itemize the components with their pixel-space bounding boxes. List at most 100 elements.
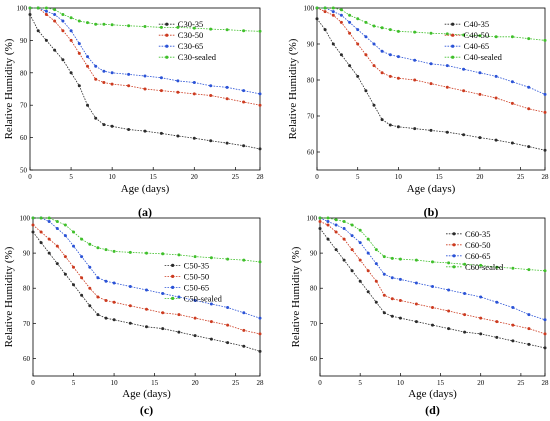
data-point (55, 262, 59, 266)
data-point (479, 263, 483, 267)
data-point (177, 330, 181, 334)
data-point (495, 335, 499, 339)
x-tick-label: 15 (150, 173, 158, 181)
data-point (348, 31, 352, 35)
data-point (366, 251, 370, 255)
data-point (88, 286, 92, 290)
x-tick-label: 0 (315, 173, 319, 181)
data-point (331, 10, 335, 14)
data-point (414, 281, 418, 285)
series-line (319, 217, 546, 321)
data-point (334, 248, 338, 252)
series-line (30, 7, 261, 95)
data-point (193, 334, 197, 338)
data-point (510, 35, 514, 39)
data-point (192, 81, 196, 84)
data-point (86, 55, 89, 59)
plot-frame (32, 217, 261, 377)
data-point (318, 220, 322, 223)
data-point (104, 248, 108, 252)
data-point (209, 94, 213, 97)
y-tick-label: 90 (310, 250, 318, 258)
data-point (225, 28, 229, 32)
data-point (177, 313, 181, 317)
data-point (331, 42, 335, 46)
x-tick-label: 28 (542, 173, 550, 181)
data-point (55, 220, 59, 223)
data-point (358, 241, 362, 245)
data-point (209, 337, 213, 341)
data-point (176, 25, 180, 29)
data-point (431, 260, 434, 264)
data-point (326, 216, 330, 220)
series-line (29, 14, 261, 150)
y-tick-label: 70 (307, 113, 315, 121)
data-point (326, 220, 330, 223)
data-point (47, 216, 51, 220)
data-point (128, 304, 132, 308)
data-point (104, 316, 108, 320)
data-point (495, 320, 499, 324)
data-point (413, 127, 417, 131)
data-point (39, 241, 43, 245)
data-point (342, 237, 346, 241)
data-point (462, 67, 466, 71)
y-tick-label: 90 (23, 250, 31, 258)
data-point (372, 103, 376, 107)
data-point (94, 22, 98, 26)
data-point (80, 255, 84, 259)
legend-label: C40-35 (464, 19, 490, 29)
x-tick-label: 5 (69, 173, 73, 181)
data-point (543, 92, 547, 96)
data-point (380, 49, 384, 53)
data-point (242, 89, 246, 93)
data-point (143, 129, 147, 133)
data-point (479, 316, 483, 320)
legend-label: C30-65 (178, 41, 204, 51)
series-line (33, 217, 261, 263)
data-point (86, 64, 89, 68)
data-point (145, 288, 148, 292)
y-axis-label: Relative Humidity (%) (3, 246, 15, 347)
data-point (390, 256, 394, 260)
data-point (226, 341, 230, 345)
x-tick-label: 28 (257, 173, 265, 181)
data-point (226, 257, 230, 261)
data-point (161, 311, 165, 315)
data-point (104, 299, 108, 302)
data-point (96, 246, 100, 250)
y-tick-label: 90 (20, 37, 28, 45)
data-point (159, 89, 163, 93)
y-tick-label: 80 (307, 77, 315, 85)
data-point (429, 128, 433, 132)
data-point (478, 34, 482, 38)
y-tick-label: 70 (23, 320, 31, 328)
data-point (374, 300, 378, 304)
data-point (318, 216, 322, 220)
data-point (326, 223, 330, 227)
panel-c: 0 5 10 15 20 25 28 60 70 80 90 100 Age (days) Relativ… (3, 215, 264, 418)
data-point (53, 8, 57, 12)
data-point (414, 258, 418, 262)
data-point (510, 101, 514, 105)
data-point (47, 251, 51, 255)
data-point (339, 13, 343, 17)
data-point (161, 252, 165, 256)
data-point (356, 17, 360, 21)
data-point (463, 313, 467, 317)
data-point (447, 327, 451, 331)
data-point (527, 107, 531, 111)
data-point (323, 10, 327, 14)
data-point (445, 32, 449, 36)
y-tick-label: 100 (17, 5, 28, 13)
data-point (382, 255, 386, 259)
data-point (358, 258, 362, 262)
data-point (102, 81, 106, 84)
panel-b: 0 5 10 15 20 25 28 60 70 80 90 100 Age (days) Relativ… (287, 5, 549, 220)
data-point (366, 269, 370, 273)
data-point (382, 272, 386, 276)
data-point (36, 29, 40, 33)
data-point (364, 53, 368, 57)
data-point (88, 242, 92, 246)
data-point (494, 74, 498, 78)
